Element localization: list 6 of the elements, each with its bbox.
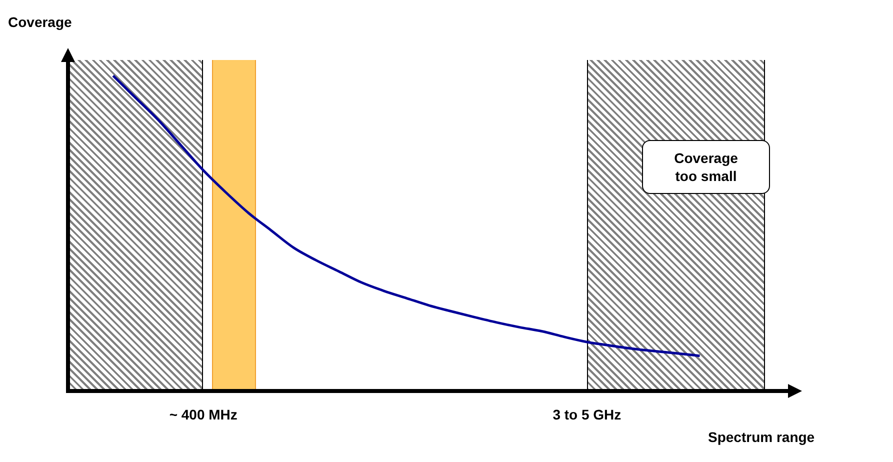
annotation: Coverage too small (673, 149, 739, 185)
rounded-callout-box: Coverage too small (642, 140, 770, 194)
x-axis-title: Spectrum range (708, 429, 815, 445)
x-tick-label: ~ 400 MHz (169, 406, 238, 422)
y-axis-title: Coverage (8, 14, 72, 30)
x-tick-label: 3 to 5 GHz (552, 406, 622, 422)
